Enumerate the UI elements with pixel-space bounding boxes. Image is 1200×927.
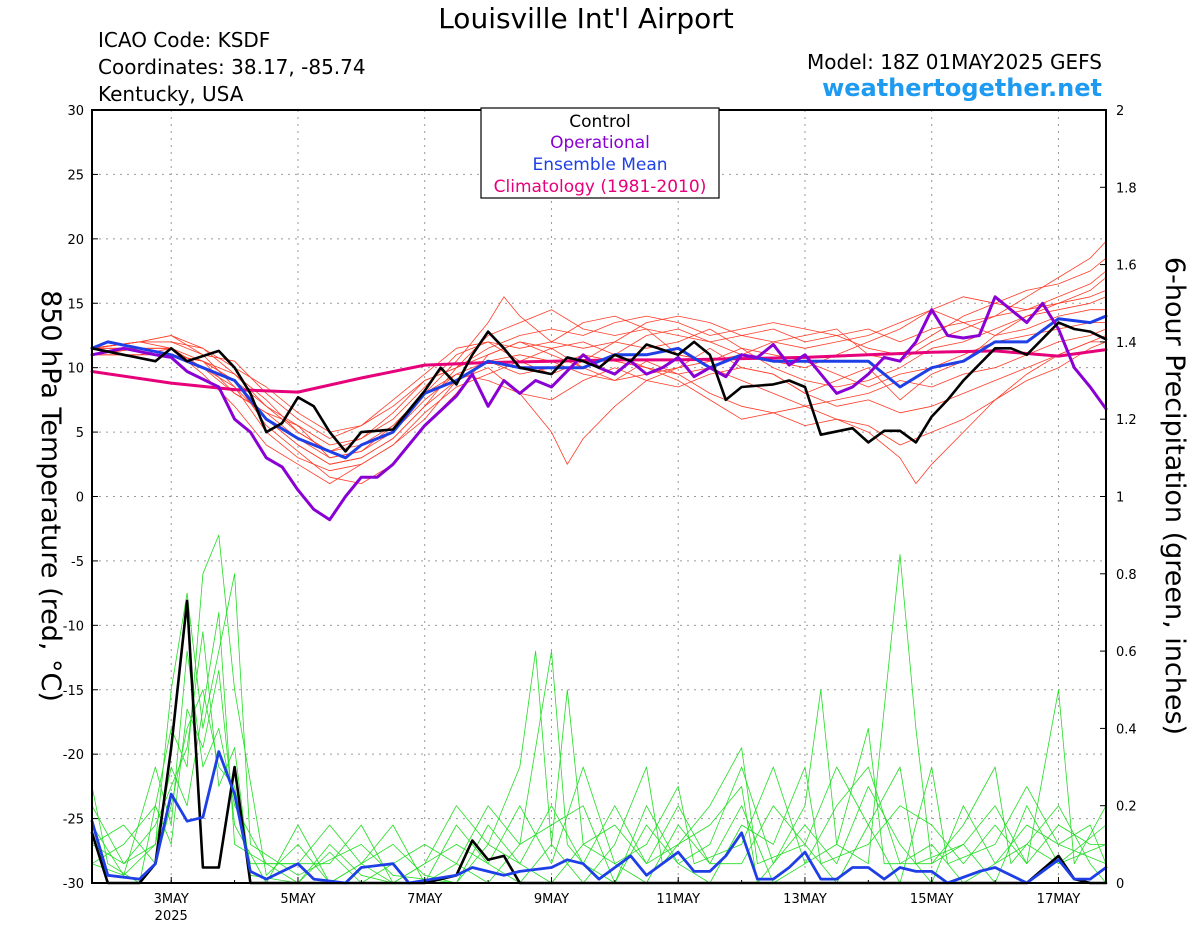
right-tick-label: 1.6 [1116,259,1137,274]
x-tick-label: 5MAY [280,892,315,907]
right-tick-label: 1.2 [1116,413,1137,428]
site-link[interactable]: weathertogether.net [822,74,1102,102]
temperature-control-line [90,321,1108,453]
x-tick-label: 17MAY [1037,892,1081,907]
legend-ensemble-mean: Ensemble Mean [532,155,667,175]
x-axis-ticks: 3MAY 2025 5MAY 7MAY 9MAY 11MAY 13MAY 15MAY 17MAY [107,877,1081,924]
grid-lines [92,110,1106,883]
left-tick-label: 0 [76,491,84,506]
x-tick-sublabel: 2025 [155,909,188,924]
right-tick-label: 1.4 [1116,336,1137,351]
left-tick-label: -20 [63,748,84,763]
temperature-climatology-line [90,348,1108,394]
right-tick-label: 1 [1116,491,1124,506]
x-tick-label: 13MAY [783,892,827,907]
left-tick-label: 25 [67,168,84,183]
left-tick-label: -5 [71,555,84,570]
right-tick-label: 0.6 [1116,645,1137,660]
x-tick-label: 7MAY [407,892,442,907]
temperature-member-line [91,257,1107,446]
legend-box [480,107,720,199]
left-tick-label: -15 [63,684,84,699]
right-tick-label: 0.2 [1116,800,1137,815]
temperature-operational-line [90,295,1108,522]
right-axis-label: 6-hour Precipitation (green, inches) [1159,257,1190,735]
left-axis-ticks: 30 25 20 15 10 5 0 -5 -10 -15 -20 -25 -30 [63,104,98,892]
legend-control: Control [569,112,630,132]
left-tick-label: 30 [67,104,84,119]
page-title: Louisville Int'l Airport [438,2,734,35]
precipitation-member-line [91,670,1107,884]
temperature-member-line [91,341,1107,459]
main-series [90,295,1108,885]
legend-climatology: Climatology (1981-2010) [494,177,707,197]
temperature-member-line [91,322,1107,465]
icao-code: ICAO Code: KSDF [98,28,271,52]
left-tick-label: 15 [67,297,84,312]
coordinates: Coordinates: 38.17, -85.74 [98,55,366,79]
left-tick-label: -25 [63,813,84,828]
temperature-member-line [91,309,1107,452]
temperature-member-line [91,335,1107,484]
right-tick-label: 2 [1116,104,1124,119]
right-tick-label: 0.4 [1116,722,1137,737]
x-tick-label: 15MAY [910,892,954,907]
legend: Control Operational Ensemble Mean Climat… [480,107,720,199]
legend-operational: Operational [550,133,650,153]
right-tick-label: 0 [1116,877,1124,892]
temperature-member-line [91,277,1107,484]
left-tick-label: -10 [63,619,84,634]
x-tick-label: 11MAY [656,892,700,907]
right-tick-label: 0.8 [1116,568,1137,583]
left-tick-label: 10 [67,362,84,377]
right-axis-ticks: 2 1.8 1.6 1.4 1.2 1 0.8 0.6 0.4 0.2 0 [1100,104,1137,892]
precipitation-ensemble-mean-line [90,750,1108,885]
temperature-member-line [91,270,1107,433]
x-tick-label: 9MAY [534,892,569,907]
location: Kentucky, USA [98,82,244,106]
left-tick-label: 5 [76,426,84,441]
left-tick-label: -30 [63,877,84,892]
x-tick-label: 3MAY [154,892,189,907]
left-tick-label: 20 [67,233,84,248]
precipitation-member-line [91,650,1107,884]
left-axis-label: 850 hPa Temperature (red, °C) [35,290,66,702]
model-run: Model: 18Z 01MAY2025 GEFS [807,50,1102,74]
right-tick-label: 1.8 [1116,181,1137,196]
